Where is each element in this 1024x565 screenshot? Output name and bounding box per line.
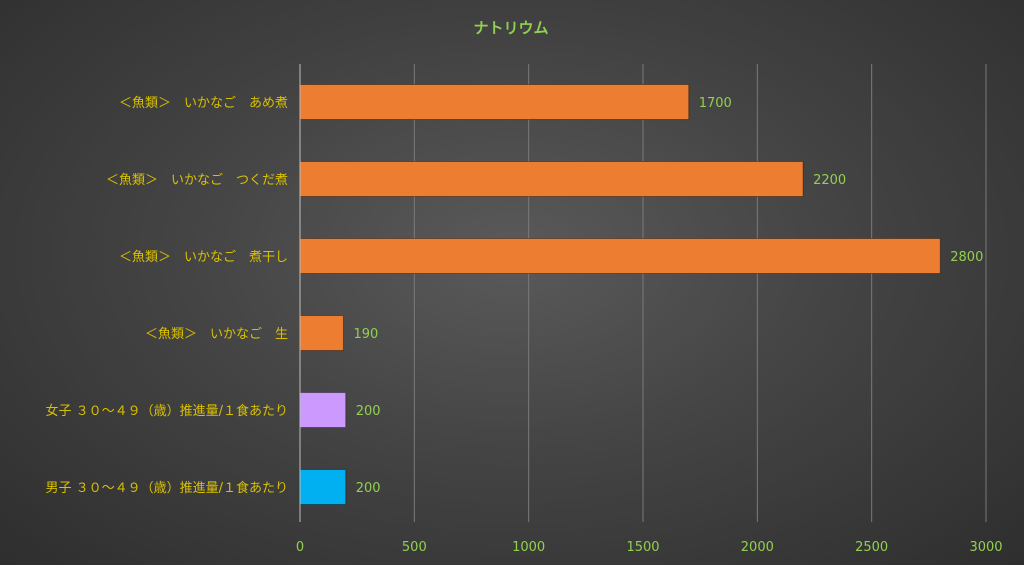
category-labels: ＜魚類＞ いかなご あめ煮 ＜魚類＞ いかなご つくだ煮 ＜魚類＞ いかなご 煮干し… bbox=[45, 95, 288, 496]
gridlines bbox=[413, 64, 987, 522]
bar bbox=[299, 161, 804, 197]
bar bbox=[299, 315, 344, 351]
category-label: 女子 ３０～４９（歳）推進量/１食あたり bbox=[45, 403, 288, 419]
bar bbox=[299, 238, 941, 274]
bar bbox=[299, 84, 690, 120]
x-tick-label: 2000 bbox=[741, 540, 774, 555]
value-label: 2200 bbox=[813, 173, 846, 188]
category-label: ＜魚類＞ いかなご つくだ煮 bbox=[106, 172, 288, 188]
value-labels: 1700 2200 2800 190 200 200 bbox=[353, 96, 983, 496]
x-tick-label: 1500 bbox=[626, 540, 659, 555]
x-tick-label: 2500 bbox=[855, 540, 888, 555]
bar bbox=[299, 392, 347, 428]
category-label: 男子 ３０～４９（歳）推進量/１食あたり bbox=[45, 480, 288, 496]
value-label: 1700 bbox=[699, 96, 732, 111]
x-tick-label: 1000 bbox=[512, 540, 545, 555]
category-label: ＜魚類＞ いかなご あめ煮 bbox=[119, 95, 288, 111]
category-label: ＜魚類＞ いかなご 煮干し bbox=[119, 249, 288, 265]
chart-title: ナトリウム bbox=[473, 19, 548, 37]
bar bbox=[299, 469, 347, 505]
bars bbox=[299, 84, 941, 505]
value-label: 200 bbox=[356, 404, 381, 419]
category-label: ＜魚類＞ いかなご 生 bbox=[145, 326, 288, 342]
value-label: 200 bbox=[356, 481, 381, 496]
value-label: 2800 bbox=[950, 250, 983, 265]
x-tick-labels: 0 500 1000 1500 2000 2500 3000 bbox=[296, 540, 1003, 555]
x-tick-label: 500 bbox=[402, 540, 427, 555]
value-label: 190 bbox=[353, 327, 378, 342]
x-tick-label: 3000 bbox=[969, 540, 1002, 555]
x-tick-label: 0 bbox=[296, 540, 304, 555]
